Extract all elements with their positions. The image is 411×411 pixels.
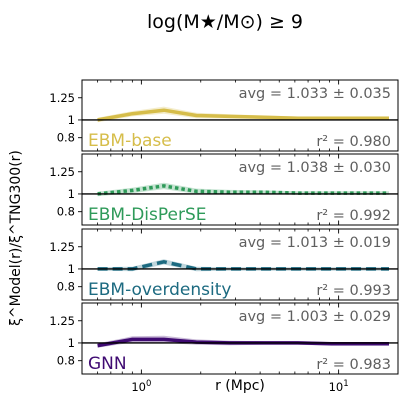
ratio-line xyxy=(97,184,389,196)
panel-frame xyxy=(81,153,399,226)
panel-frame xyxy=(81,228,399,301)
x-tick-label: 101 xyxy=(329,379,349,394)
y-tick-label: 0.8 xyxy=(57,354,75,368)
series-label: EBM-DisPerSE xyxy=(88,205,207,225)
series-label: GNN xyxy=(88,354,127,374)
series-label: EBM-overdensity xyxy=(88,280,231,300)
avg-annotation: avg = 1.038 ± 0.030 xyxy=(239,160,391,176)
panel-frame xyxy=(81,79,399,152)
panel-1: 0.8 1 1.25 avg = 1.038 ± 0.030 r² = 0.992 EBM… xyxy=(49,153,399,226)
r2-annotation: r² = 0.992 xyxy=(316,208,391,224)
y-tick-label: 1.25 xyxy=(49,240,75,254)
y-tick-label: 0.8 xyxy=(57,205,75,219)
y-tick-label: 1 xyxy=(68,262,75,276)
series-label: EBM-base xyxy=(88,131,172,151)
y-tick-label: 1 xyxy=(68,113,75,127)
y-tick-label: 0.8 xyxy=(57,280,75,294)
x-axis-label: r (Mpc) xyxy=(215,378,265,394)
y-tick-label: 1 xyxy=(68,336,75,350)
figure-title: log(M★/M⊙) ≥ 9 xyxy=(147,11,303,33)
y-axis-label: ξ^Model(r)/ξ^TNG300(r) xyxy=(8,150,24,326)
avg-annotation: avg = 1.003 ± 0.029 xyxy=(239,309,391,325)
uncertainty-band xyxy=(97,259,389,272)
panels: 0.8 1 1.25 avg = 1.033 ± 0.035 r² = 0.980 EBM… xyxy=(49,79,399,375)
y-tick-label: 0.8 xyxy=(57,131,75,145)
x-tick-label: 100 xyxy=(131,379,151,394)
y-tick-label: 1 xyxy=(68,187,75,201)
avg-annotation: avg = 1.033 ± 0.035 xyxy=(239,86,391,102)
avg-annotation: avg = 1.013 ± 0.019 xyxy=(239,235,391,251)
panel-0: 0.8 1 1.25 avg = 1.033 ± 0.035 r² = 0.980 EBM… xyxy=(49,79,399,152)
r2-annotation: r² = 0.983 xyxy=(316,357,391,373)
y-tick-label: 1.25 xyxy=(49,165,75,179)
panel-frame xyxy=(81,302,399,375)
panel-3: 0.8 1 1.25 avg = 1.003 ± 0.029 r² = 0.983 GNN xyxy=(49,302,399,375)
x-tick-labels: 100 101 xyxy=(131,379,348,394)
panel-2: 0.8 1 1.25 avg = 1.013 ± 0.019 r² = 0.993 EBM… xyxy=(49,228,399,301)
ratio-line xyxy=(97,108,389,122)
y-tick-label: 1.25 xyxy=(49,314,75,328)
r2-annotation: r² = 0.980 xyxy=(316,134,391,150)
y-tick-label: 1.25 xyxy=(49,91,75,105)
r2-annotation: r² = 0.993 xyxy=(316,283,391,299)
